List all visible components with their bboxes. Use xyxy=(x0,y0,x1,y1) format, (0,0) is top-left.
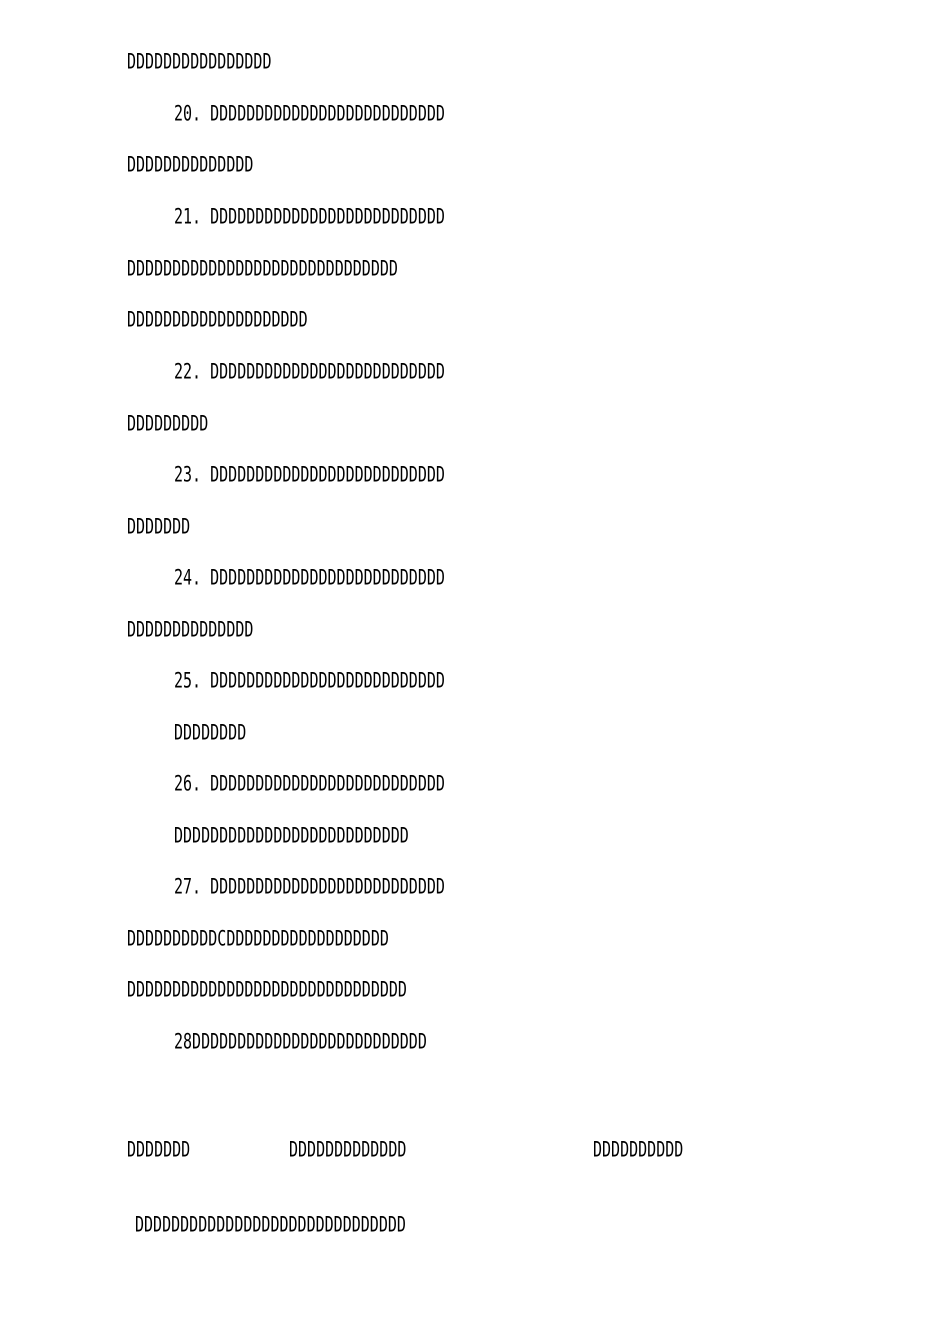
text-line: DDDDDDDDD xyxy=(127,410,209,437)
text-line: DDDDDDDD xyxy=(174,719,247,746)
list-item-25: 25. DDDDDDDDDDDDDDDDDDDDDDDDDD xyxy=(174,667,445,694)
text-line: DDDDDDDDDDDDDD xyxy=(127,151,254,178)
text-line: DDDDDDDDDDDDDDDDDDDDDDDDDDDDDD xyxy=(127,255,398,282)
text-line: DDDDDDDDDDDDDDDD xyxy=(127,48,272,75)
text-line: DDDDDDDDDDDDDDDDDDDDDDDDDD xyxy=(174,822,409,849)
footer-col-1: DDDDDDD xyxy=(127,1136,191,1163)
footer-note: DDDDDDDDDDDDDDDDDDDDDDDDDDDDDD xyxy=(135,1211,406,1238)
text-line: DDDDDDDDDDDDDDDDDDDDDDDDDDDDDDD xyxy=(127,976,407,1003)
list-item-23: 23. DDDDDDDDDDDDDDDDDDDDDDDDDD xyxy=(174,461,445,488)
list-item-20: 20. DDDDDDDDDDDDDDDDDDDDDDDDDD xyxy=(174,100,445,127)
list-item-28: 28DDDDDDDDDDDDDDDDDDDDDDDDDD xyxy=(174,1028,427,1055)
footer-col-2: DDDDDDDDDDDDD xyxy=(289,1136,407,1163)
text-line: DDDDDDDDDDDDDD xyxy=(127,616,254,643)
list-item-26: 26. DDDDDDDDDDDDDDDDDDDDDDDDDD xyxy=(174,770,445,797)
footer-col-3: DDDDDDDDDD xyxy=(593,1136,684,1163)
list-item-27: 27. DDDDDDDDDDDDDDDDDDDDDDDDDD xyxy=(174,873,445,900)
list-item-24: 24. DDDDDDDDDDDDDDDDDDDDDDDDDD xyxy=(174,564,445,591)
list-item-22: 22. DDDDDDDDDDDDDDDDDDDDDDDDDD xyxy=(174,358,445,385)
text-line: DDDDDDDDDDCDDDDDDDDDDDDDDDDDD xyxy=(127,925,389,952)
list-item-21: 21. DDDDDDDDDDDDDDDDDDDDDDDDDD xyxy=(174,203,445,230)
text-line: DDDDDDDDDDDDDDDDDDDD xyxy=(127,306,308,333)
text-line: DDDDDDD xyxy=(127,513,191,540)
